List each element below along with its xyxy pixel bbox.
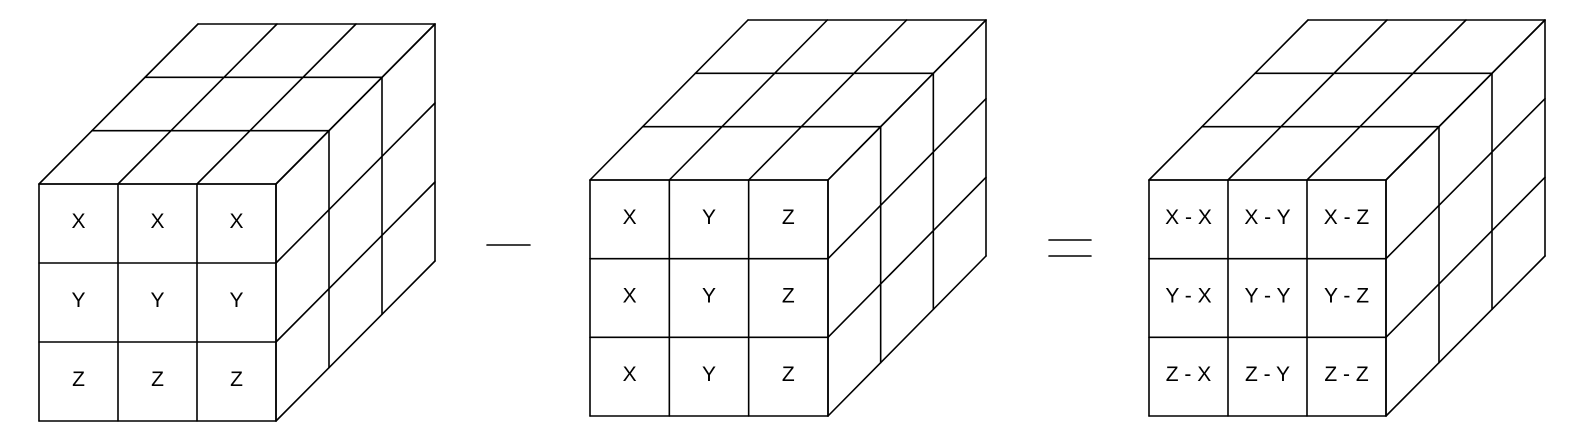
- cell-label: Y: [71, 289, 85, 312]
- cell-label: X: [150, 210, 164, 233]
- cell-label: Z: [782, 206, 795, 229]
- side-grid-line: [827, 97, 987, 260]
- top-grid-line: [1306, 19, 1467, 181]
- cell-label: X: [623, 206, 637, 229]
- side-grid-line: [275, 102, 436, 264]
- cell-label: Y: [229, 289, 243, 312]
- cell-label: X: [623, 285, 637, 308]
- cell-label: Z - X: [1166, 363, 1212, 386]
- side-grid-line: [275, 260, 436, 422]
- equals-operator: [1048, 239, 1092, 257]
- cell-label: X: [229, 210, 243, 233]
- cube-result: X - X X - Y X - Z Y - X Y - Y Y - Z Z - X Z - Y…: [1148, 19, 1546, 417]
- cell-label: Y - Z: [1324, 285, 1369, 308]
- side-grid-line: [1385, 19, 1546, 181]
- top-grid-line: [589, 19, 749, 181]
- cube-middle: X Y Z X Y Z X Y Z: [589, 19, 987, 417]
- top-grid-line: [1227, 19, 1388, 181]
- top-grid-line: [668, 19, 829, 181]
- cell-label: Z: [782, 363, 795, 386]
- side-grid-line: [275, 23, 436, 185]
- cell-label: X - X: [1165, 206, 1212, 229]
- cell-label: Y - X: [1165, 285, 1211, 308]
- cell-label: Y: [150, 289, 164, 312]
- cell-label: X: [623, 363, 637, 386]
- side-grid-line: [1385, 97, 1546, 260]
- side-grid-line: [275, 181, 436, 343]
- top-grid-line: [38, 23, 199, 185]
- cell-label: X: [71, 210, 85, 233]
- cell-label: Z - Z: [1324, 363, 1368, 386]
- cell-label: X - Z: [1324, 206, 1370, 229]
- cell-label: Y - Y: [1245, 285, 1291, 308]
- top-grid-line: [117, 23, 278, 185]
- cube-left: X X X Y Y Y Z Z Z: [38, 23, 436, 422]
- cell-label: X - Y: [1244, 206, 1290, 229]
- cell-label: Z: [782, 285, 795, 308]
- cell-label: Z: [151, 368, 164, 391]
- side-grid-line: [827, 19, 987, 181]
- cell-label: Z - Y: [1245, 363, 1290, 386]
- side-grid-line: [827, 255, 987, 417]
- side-grid-line: [1385, 176, 1546, 339]
- top-grid-line: [747, 19, 908, 181]
- side-grid-line: [827, 176, 987, 339]
- cell-label: Y: [702, 285, 716, 308]
- side-grid-line: [1385, 255, 1546, 417]
- cell-label: Z: [230, 368, 243, 391]
- top-grid-line: [1148, 19, 1309, 181]
- cell-label: Y: [702, 206, 716, 229]
- cell-label: Y: [702, 363, 716, 386]
- top-grid-line: [196, 23, 357, 185]
- cell-label: Z: [72, 368, 85, 391]
